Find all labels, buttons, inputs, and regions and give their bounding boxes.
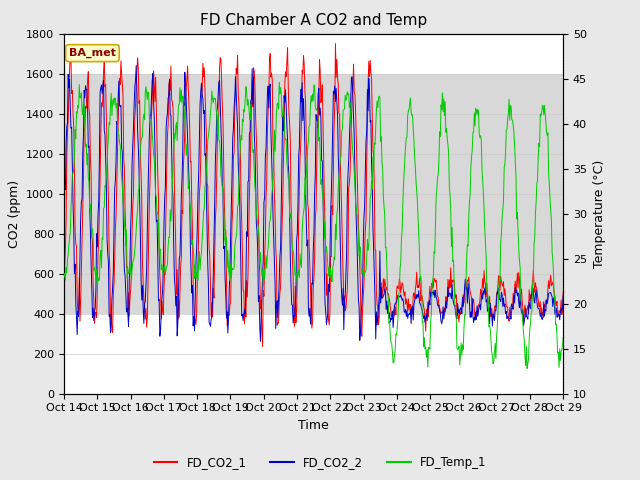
FD_CO2_2	[257, 338, 264, 344]
FD_CO2_2	[376, 292, 383, 298]
FD_CO2_1	[69, 110, 77, 116]
FD_CO2_2	[198, 92, 206, 97]
FD_CO2_1	[559, 289, 567, 295]
Bar	[64, 73, 563, 313]
FD_Temp_1	[559, 335, 567, 340]
Title: FD Chamber A CO2 and Temp: FD Chamber A CO2 and Temp	[200, 13, 428, 28]
Y-axis label: CO2 (ppm): CO2 (ppm)	[8, 180, 20, 248]
FD_CO2_1	[120, 165, 128, 171]
FD_CO2_2	[69, 201, 77, 206]
FD_CO2_1	[172, 216, 179, 222]
Line: FD_CO2_2: FD_CO2_2	[64, 66, 563, 341]
Line: FD_CO2_1: FD_CO2_1	[64, 44, 563, 346]
FD_CO2_1	[376, 314, 383, 320]
FD_CO2_1	[198, 95, 205, 101]
FD_Temp_1	[172, 135, 179, 141]
FD_CO2_2	[132, 63, 140, 69]
FD_CO2_2	[390, 314, 397, 320]
FD_CO2_2	[60, 246, 68, 252]
Line: FD_Temp_1: FD_Temp_1	[64, 83, 563, 369]
FD_CO2_2	[172, 303, 180, 309]
FD_Temp_1	[198, 250, 205, 255]
FD_Temp_1	[275, 80, 283, 85]
Text: BA_met: BA_met	[69, 48, 116, 58]
Legend: FD_CO2_1, FD_CO2_2, FD_Temp_1: FD_CO2_1, FD_CO2_2, FD_Temp_1	[149, 452, 491, 474]
FD_CO2_1	[332, 41, 339, 47]
FD_CO2_2	[120, 267, 128, 273]
FD_Temp_1	[69, 170, 77, 176]
FD_Temp_1	[120, 221, 128, 227]
Y-axis label: Temperature (°C): Temperature (°C)	[593, 159, 605, 268]
FD_CO2_1	[390, 307, 397, 312]
FD_Temp_1	[389, 360, 397, 366]
FD_Temp_1	[374, 95, 382, 100]
FD_CO2_2	[559, 293, 567, 299]
FD_Temp_1	[524, 366, 531, 372]
FD_CO2_1	[60, 293, 68, 299]
FD_CO2_1	[259, 343, 266, 349]
FD_Temp_1	[60, 274, 68, 279]
X-axis label: Time: Time	[298, 419, 329, 432]
